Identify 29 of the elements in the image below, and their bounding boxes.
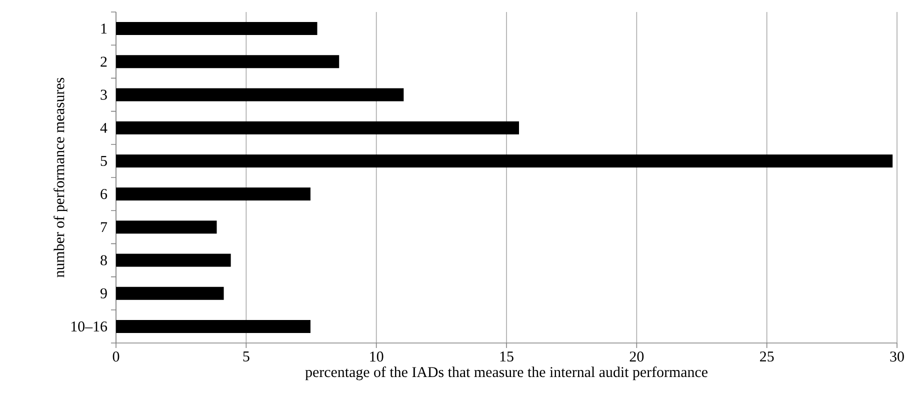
bar — [116, 88, 404, 102]
y-tick-label: 8 — [100, 255, 107, 266]
x-tick-label: 0 — [112, 352, 120, 362]
bar — [116, 320, 310, 333]
y-tick-label: 4 — [100, 122, 108, 133]
x-tick-label: 15 — [500, 352, 514, 362]
x-tick-label: 5 — [243, 352, 250, 362]
y-tick-label: 5 — [100, 156, 107, 166]
bar — [116, 55, 340, 68]
y-tick-label: 1 — [101, 24, 107, 34]
bar — [116, 220, 217, 234]
y-axis-title: number of performance measures — [54, 78, 68, 278]
bar — [116, 154, 893, 168]
bar — [116, 188, 310, 201]
bar — [116, 22, 318, 36]
bar — [116, 121, 520, 134]
x-axis-title: percentage of the IADs that measure the internal audit performance — [305, 366, 708, 380]
x-tick-label: 20 — [630, 352, 644, 362]
y-tick-label: 7 — [101, 222, 108, 232]
x-tick-label: 10 — [370, 352, 384, 362]
bar — [116, 254, 231, 267]
x-tick-label: 25 — [760, 352, 774, 362]
bar — [116, 286, 224, 300]
y-tick-label: 10–16 — [71, 321, 108, 332]
y-tick-label: 6 — [100, 189, 108, 200]
y-tick-label: 2 — [100, 56, 107, 67]
y-tick-label: 9 — [100, 288, 107, 298]
x-tick-label: 30 — [890, 352, 904, 362]
y-tick-label: 3 — [100, 90, 107, 100]
